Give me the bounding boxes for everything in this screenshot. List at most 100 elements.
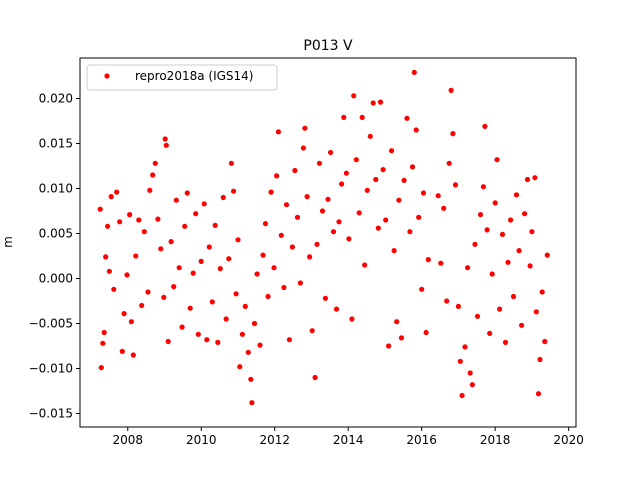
data-point (356, 210, 362, 216)
data-point (242, 303, 248, 309)
data-point (370, 100, 376, 106)
data-point (217, 266, 223, 272)
data-point (212, 222, 218, 228)
data-point (215, 339, 221, 345)
data-point (163, 142, 169, 148)
data-point (455, 303, 461, 309)
data-point (121, 311, 127, 317)
axis-ticks: 2008 2010 2012 2014 2016 2018 2020 −0.015 −0.010… (29, 92, 584, 448)
chart-title: P013 V (303, 38, 353, 54)
data-point (300, 145, 306, 151)
data-point (254, 271, 260, 277)
data-point (420, 190, 427, 196)
data-point (444, 298, 450, 304)
data-point (184, 190, 190, 196)
y-tick-label: −0.010 (29, 362, 73, 376)
data-point (362, 262, 368, 268)
data-point (411, 69, 417, 75)
data-point (139, 302, 145, 309)
data-point (281, 284, 287, 291)
data-point (325, 196, 331, 202)
data-point (171, 284, 177, 290)
data-point (297, 280, 303, 286)
data-point (448, 87, 454, 93)
data-point (322, 295, 328, 301)
data-point (380, 167, 386, 173)
data-point (283, 202, 290, 208)
data-point (133, 253, 139, 259)
y-tick-label: −0.015 (29, 407, 73, 421)
data-point (127, 212, 133, 218)
data-point (204, 337, 210, 343)
data-point (465, 265, 471, 271)
data-point (404, 115, 410, 121)
y-tick-label: 0.005 (39, 227, 73, 241)
data-point (114, 189, 120, 195)
data-point (398, 335, 405, 341)
data-point (425, 257, 431, 263)
data-point (239, 331, 245, 337)
data-point (508, 217, 514, 223)
data-point (130, 352, 136, 358)
x-tick-label: 2020 (553, 433, 584, 447)
data-point (182, 223, 188, 229)
plot-area (97, 69, 550, 406)
data-point (474, 313, 481, 319)
data-point (497, 306, 503, 312)
x-tick-label: 2008 (112, 433, 143, 447)
data-point (198, 258, 204, 264)
data-point (262, 221, 269, 227)
data-point (527, 263, 533, 269)
data-point (544, 252, 550, 258)
data-point (108, 194, 114, 200)
data-point (193, 211, 199, 217)
data-point (367, 133, 373, 139)
data-point (233, 291, 239, 297)
data-point (423, 329, 429, 336)
data-point (539, 289, 545, 295)
data-point (513, 192, 520, 198)
data-point (231, 188, 237, 194)
data-point (373, 176, 379, 183)
data-point (419, 286, 425, 292)
data-point (155, 216, 161, 222)
data-point (407, 229, 413, 235)
data-point (394, 319, 400, 325)
data-point (343, 170, 349, 176)
data-point (459, 392, 465, 399)
data-point (251, 320, 258, 327)
data-point (220, 194, 226, 201)
data-point (100, 340, 106, 346)
y-tick-label: 0.000 (39, 272, 73, 286)
data-point (319, 208, 326, 214)
data-point (150, 172, 156, 178)
data-point (304, 194, 310, 200)
data-point (391, 248, 397, 254)
data-point (226, 256, 232, 262)
data-point (274, 173, 280, 179)
data-point (516, 248, 522, 254)
data-point (480, 184, 486, 190)
data-point (469, 382, 475, 388)
data-point (117, 219, 123, 225)
data-point (268, 189, 274, 195)
data-point (235, 237, 241, 243)
data-point (162, 136, 168, 142)
data-point (524, 176, 531, 183)
y-axis-label: m (1, 236, 15, 248)
data-point (286, 337, 292, 343)
data-point (103, 254, 109, 260)
data-point (396, 197, 402, 203)
data-point (147, 187, 153, 193)
data-point (441, 205, 447, 211)
data-point (223, 316, 229, 322)
data-point (537, 356, 543, 363)
data-point (128, 319, 134, 325)
data-point (206, 244, 212, 250)
data-point (111, 286, 117, 292)
data-point (97, 206, 103, 212)
data-point (289, 244, 295, 250)
data-point (413, 127, 419, 133)
data-point (105, 223, 111, 229)
data-point (450, 131, 456, 137)
